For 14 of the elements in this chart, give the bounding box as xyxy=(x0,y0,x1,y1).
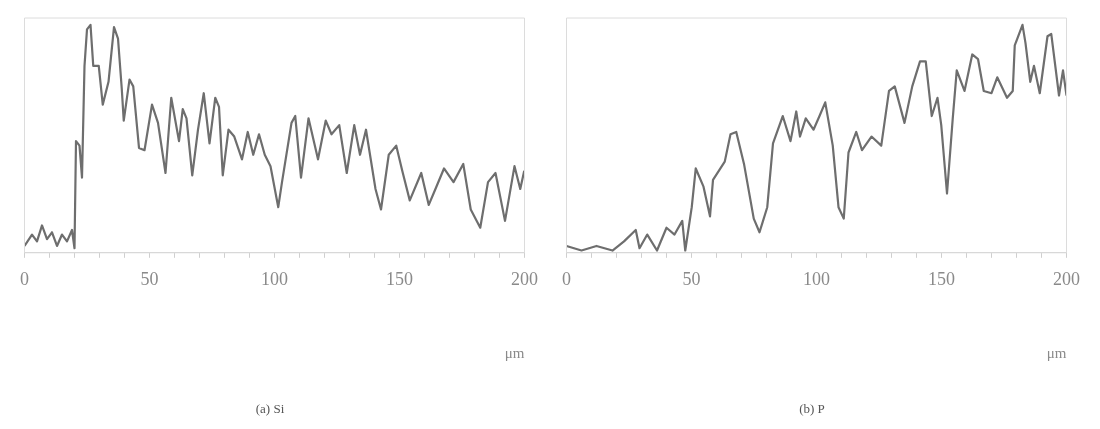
x-tick-label: 0 xyxy=(562,269,571,290)
x-tick-label: 100 xyxy=(261,269,288,290)
x-tick-label: 0 xyxy=(20,269,29,290)
x-tick-label: 150 xyxy=(928,269,955,290)
text: (a) Si xyxy=(255,400,285,416)
x-axis-title: μm xyxy=(504,345,525,362)
x-tick-label: 100 xyxy=(803,269,830,290)
x-axis-title: μm xyxy=(1046,345,1067,362)
x-tick-label: 50 xyxy=(140,269,159,290)
x-tick-label: 200 xyxy=(511,269,538,290)
x-tick-label: 50 xyxy=(682,269,701,290)
x-tick-label: 150 xyxy=(386,269,413,290)
text: (b) P xyxy=(799,400,825,416)
x-tick-label: 200 xyxy=(1053,269,1080,290)
